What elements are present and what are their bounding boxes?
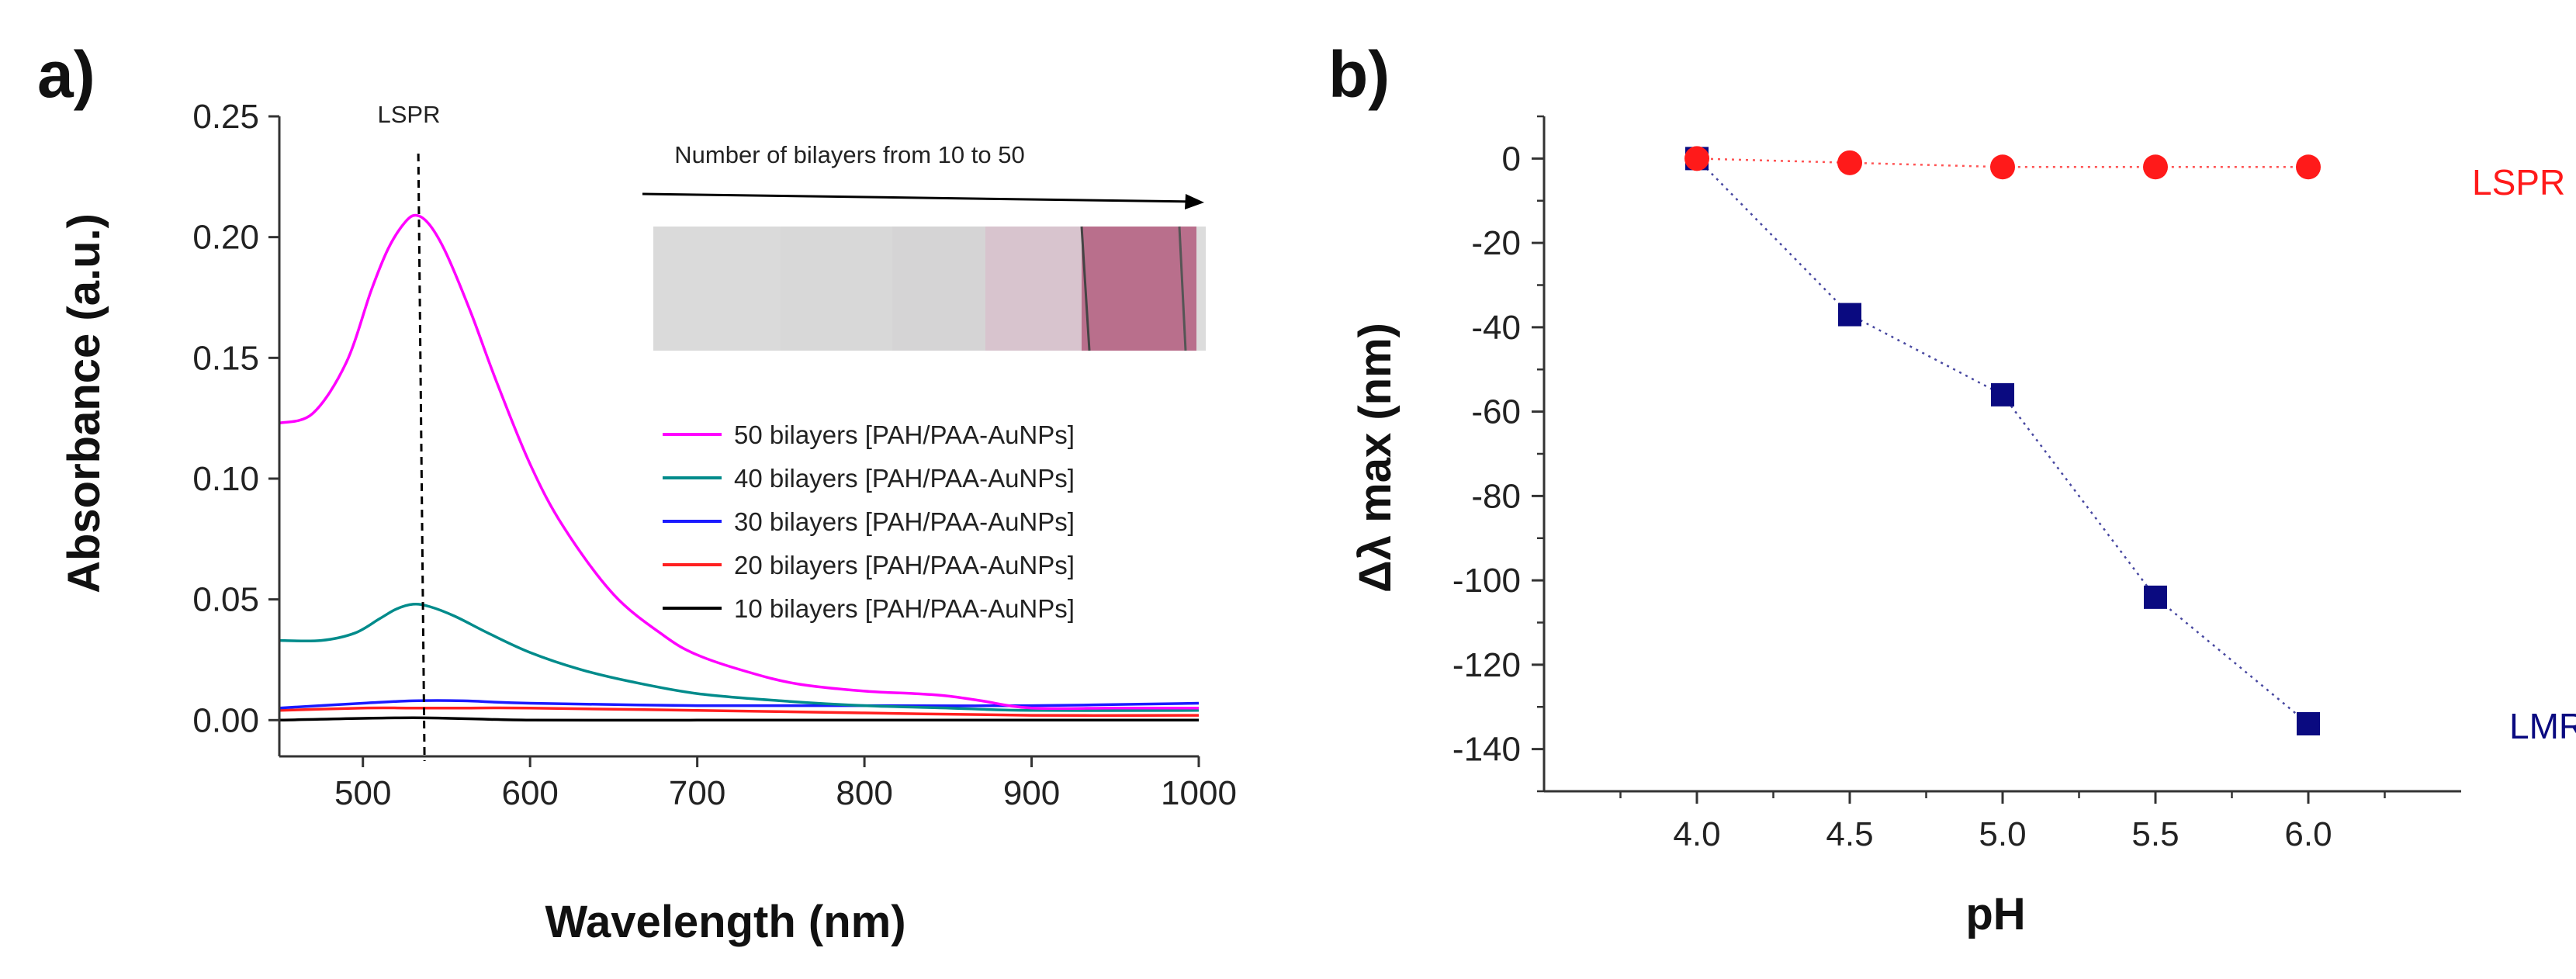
lmr-point (1991, 382, 2014, 406)
y-tick-label: 0.25 (192, 98, 259, 136)
inset-strip (985, 227, 1082, 351)
delta-lambda-chart: 4.0 4.5 5.0 5.5 6.0 0 -20 -40 -60 -80 -100 -120 -140… (1350, 115, 2576, 939)
x-tick-label: 4.5 (1826, 815, 1873, 853)
legend: 50 bilayers [PAH/PAA-AuNPs] 40 bilayers [… (663, 420, 1075, 623)
series-line-50-bilayers (279, 213, 1199, 711)
inset-strip-edge (1178, 226, 1187, 351)
x-tick-label: 800 (836, 774, 892, 812)
y-tick-label: -80 (1471, 477, 1521, 515)
absorbance-axes: 500 600 700 800 900 1000 0.00 0.05 0.10 0.15 0.20 0… (192, 98, 1237, 812)
y-axis-title: Absorbance (a.u.) (59, 213, 109, 593)
y-tick-label: -40 (1471, 309, 1521, 347)
inset-arrow-line (642, 192, 1197, 203)
delta-lambda-axes: 4.0 4.5 5.0 5.5 6.0 0 -20 -40 -60 -80 -100 -120 -140 (1452, 115, 2461, 853)
y-tick-label: -20 (1471, 224, 1521, 262)
lspr-point (1990, 154, 2015, 180)
inset-strip (1082, 227, 1196, 351)
y-tick-label: -60 (1471, 393, 1521, 431)
x-tick-label: 1000 (1161, 774, 1237, 812)
lspr-point (2143, 154, 2168, 180)
y-tick-label: -120 (1452, 646, 1521, 684)
inset-strip (892, 227, 985, 351)
y-tick-label: 0.20 (192, 219, 259, 257)
inset-photo: Number of bilayers from 10 to 50 (642, 141, 1206, 351)
x-tick-label: 5.0 (1979, 815, 2026, 853)
y-axis-title-delta: Δλ max (nm) (1350, 323, 1401, 593)
panel-b-label: b) (1328, 38, 1390, 111)
inset-strip (653, 227, 781, 351)
absorbance-plot-area (279, 153, 1200, 762)
inset-strip (781, 227, 892, 351)
legend-entry: 50 bilayers [PAH/PAA-AuNPs] (734, 420, 1075, 449)
x-axis-title-ph: pH (1965, 889, 2025, 939)
legend-entry: 40 bilayers [PAH/PAA-AuNPs] (734, 464, 1075, 493)
lmr-connector (1696, 157, 2309, 725)
lspr-point (1837, 150, 1862, 175)
delta-lambda-plot-area (1684, 146, 2321, 735)
inset-caption: Number of bilayers from 10 to 50 (674, 141, 1024, 168)
legend-entry: 30 bilayers [PAH/PAA-AuNPs] (734, 507, 1075, 536)
x-tick-label: 500 (334, 774, 391, 812)
series-line-20-bilayers (279, 706, 1200, 718)
legend-entry: 10 bilayers [PAH/PAA-AuNPs] (734, 594, 1075, 623)
lmr-point (1838, 303, 1861, 327)
x-axis-title: Wavelength (nm) (545, 897, 905, 947)
absorbance-chart: 500 600 700 800 900 1000 0.00 0.05 0.10 0.15 0.20 0… (59, 98, 1237, 947)
series-line-40-bilayers (279, 603, 1200, 712)
y-tick-label: -140 (1452, 731, 1521, 769)
x-tick-label: 5.5 (2131, 815, 2179, 853)
y-tick-label: 0.15 (192, 339, 259, 377)
inset-arrow-head (1185, 194, 1204, 209)
lmr-point (2297, 712, 2320, 735)
series-line-10-bilayers (279, 716, 1199, 722)
lspr-series-label: LSPR (2472, 162, 2565, 202)
y-tick-label: -100 (1452, 562, 1521, 600)
y-tick-label: 0.00 (192, 701, 259, 739)
y-tick-label: 0 (1502, 140, 1521, 178)
panel-a-label: a) (37, 38, 95, 111)
legend-entry: 20 bilayers [PAH/PAA-AuNPs] (734, 551, 1075, 579)
x-tick-label: 900 (1003, 774, 1060, 812)
lmr-series-label: LMR (2509, 706, 2576, 746)
lspr-point (1684, 146, 1709, 171)
x-tick-label: 700 (669, 774, 725, 812)
x-tick-label: 600 (501, 774, 558, 812)
x-tick-label: 4.0 (1673, 815, 1720, 853)
lspr-annotation: LSPR (378, 101, 441, 128)
lspr-point (2296, 154, 2321, 180)
lspr-dashed-line (417, 153, 426, 762)
inset-strip-edge (1080, 226, 1091, 351)
y-tick-label: 0.05 (192, 581, 259, 619)
y-tick-label: 0.10 (192, 460, 259, 498)
lmr-point (2144, 585, 2167, 609)
x-tick-label: 6.0 (2284, 815, 2332, 853)
